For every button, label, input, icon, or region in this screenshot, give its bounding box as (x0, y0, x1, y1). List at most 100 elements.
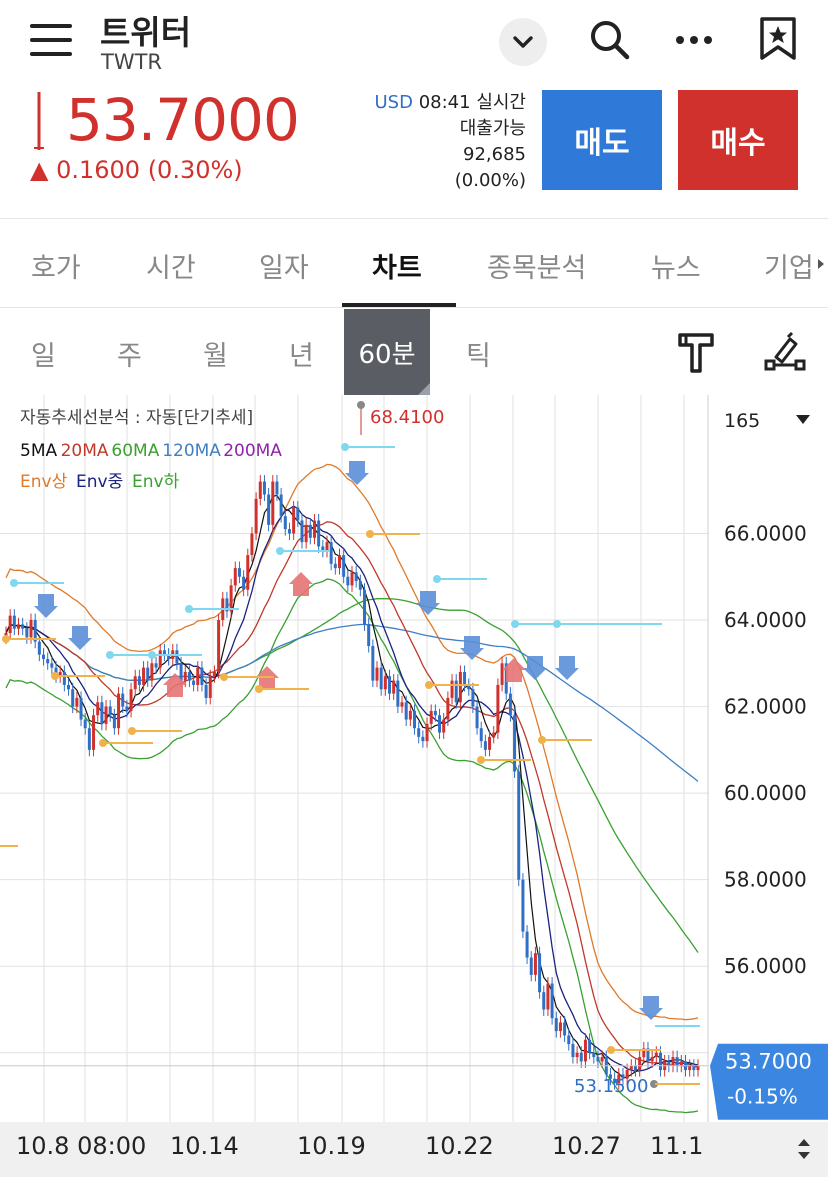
candle-body (679, 1061, 683, 1066)
tab-news[interactable]: 뉴스 (651, 253, 701, 284)
trend-level-dot (477, 756, 485, 764)
candle-body (629, 1065, 633, 1071)
period-60min[interactable]: 60분 (344, 309, 430, 395)
current-price: 53.7000 (66, 86, 300, 154)
candle-body (208, 676, 212, 698)
candle-body (196, 667, 200, 685)
more-icon[interactable] (672, 16, 724, 66)
candle-body (583, 1039, 587, 1062)
candle-body (12, 615, 16, 629)
period-month[interactable]: 월 (203, 341, 228, 372)
candle-body (571, 1044, 575, 1058)
trend-level-dot (51, 672, 59, 680)
period-week[interactable]: 주 (117, 341, 142, 372)
trend-level-dot (276, 547, 284, 555)
candle-body (579, 1052, 583, 1062)
candle-body (146, 667, 150, 681)
tab-time[interactable]: 시간 (146, 253, 196, 284)
price-range-bar (32, 92, 46, 150)
candle-body (658, 1052, 662, 1071)
candle-body (375, 667, 379, 681)
sort-arrows-icon[interactable] (796, 1136, 812, 1162)
candle-body (467, 684, 471, 690)
tab-hoga[interactable]: 호가 (31, 253, 81, 284)
candle-body (108, 706, 112, 716)
candle-body (237, 568, 241, 577)
buy-button[interactable]: 매수 (678, 90, 798, 190)
candle-body (25, 628, 29, 638)
candle-body (154, 663, 158, 668)
sell-signal-arrow (555, 656, 579, 680)
high-label: 68.4100 (370, 407, 444, 428)
candle-body (317, 520, 321, 547)
candle-body (500, 663, 504, 685)
candle-body (592, 1052, 596, 1058)
candle-body (363, 589, 367, 625)
candle-body (29, 620, 33, 638)
search-icon[interactable] (586, 16, 638, 66)
candle-body (613, 1078, 617, 1084)
candle-body (417, 728, 421, 737)
candle-body (112, 715, 116, 729)
date-axis: 10.8 08:00 10.14 10.19 10.22 10.27 11.1 (0, 1122, 828, 1177)
candle-body (492, 732, 496, 737)
candle-body (325, 542, 329, 551)
ma-legend-item: 200MA (223, 441, 282, 461)
candle-body (137, 676, 141, 685)
currency-label: USD (374, 92, 413, 113)
candle-body (158, 650, 162, 668)
candle-body (617, 1074, 621, 1084)
candle-body (671, 1057, 675, 1066)
period-selector: 일 주 월 년 60분 틱 (0, 309, 828, 395)
menu-icon[interactable] (30, 22, 72, 58)
candle-body (433, 710, 437, 716)
candle-body (508, 693, 512, 716)
bookmark-icon[interactable] (758, 16, 810, 66)
candle-body (100, 702, 104, 724)
trend-level-dot (538, 736, 546, 744)
tab-bar: 호가 시간 일자 차트 종목분석 뉴스 기업 (0, 220, 828, 308)
candle-body (350, 572, 354, 586)
sell-signal-arrow (460, 636, 484, 660)
candle-body (625, 1070, 629, 1079)
candle-body (229, 585, 233, 612)
candle-body (367, 624, 371, 646)
candle-body (646, 1048, 650, 1062)
candle-body (675, 1057, 679, 1066)
sell-signal-arrow (523, 656, 547, 680)
candle-body (450, 680, 454, 698)
chevron-right-icon[interactable] (816, 257, 826, 271)
candle-body (538, 953, 542, 993)
sell-signal-arrow (345, 461, 369, 485)
draw-icon[interactable] (762, 329, 808, 379)
candle-body (521, 879, 525, 932)
tab-chart[interactable]: 차트 (372, 253, 422, 284)
candle-body (458, 671, 462, 703)
y-tick-label: 64.0000 (724, 608, 807, 632)
candle-body (283, 516, 287, 530)
candle-body (33, 620, 37, 642)
candle-body (413, 710, 417, 729)
indicator-icon[interactable] (676, 331, 716, 379)
period-year[interactable]: 년 (289, 341, 314, 372)
tab-daily[interactable]: 일자 (259, 253, 309, 284)
count-dropdown-icon (796, 415, 810, 424)
candle-body (17, 624, 21, 629)
candle-body (267, 494, 271, 525)
tab-analysis[interactable]: 종목분석 (487, 253, 587, 284)
candle-body (117, 693, 121, 729)
candle-body (438, 715, 442, 733)
period-tick[interactable]: 틱 (466, 341, 491, 372)
sell-button[interactable]: 매도 (542, 90, 662, 190)
candle-body (638, 1057, 642, 1071)
price-chart[interactable]: 68.4100 53.1500 자동추세선분석 : 자동[단기추세] 5MA 20MA 6… (0, 395, 828, 1122)
candle-body (250, 533, 254, 556)
price-axis (709, 395, 828, 1122)
chevron-down-icon[interactable] (499, 18, 547, 66)
candle-body (596, 1057, 600, 1062)
period-day[interactable]: 일 (31, 341, 56, 372)
env-legend-item: Env상 (20, 472, 68, 492)
tab-company[interactable]: 기업 (764, 253, 814, 284)
